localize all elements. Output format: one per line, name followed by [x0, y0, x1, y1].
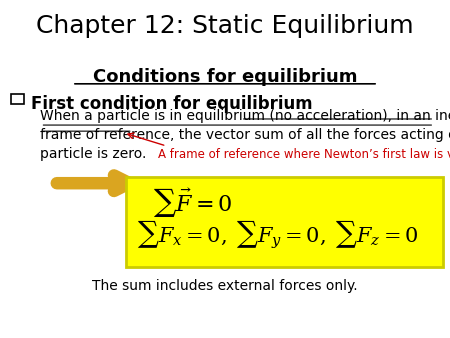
Text: The sum includes external forces only.: The sum includes external forces only.	[92, 279, 358, 293]
Text: When a particle is in equilibrium (no acceleration), in an inertial
frame of ref: When a particle is in equilibrium (no ac…	[40, 109, 450, 161]
Text: Conditions for equilibrium: Conditions for equilibrium	[93, 68, 357, 86]
Text: $\sum \vec{F} = 0$: $\sum \vec{F} = 0$	[153, 187, 233, 220]
FancyBboxPatch shape	[11, 94, 24, 104]
FancyBboxPatch shape	[126, 177, 443, 267]
Text: $\sum F_x = 0,\; \sum F_y = 0,\; \sum F_z = 0$: $\sum F_x = 0,\; \sum F_y = 0,\; \sum F_…	[137, 218, 418, 250]
Text: A frame of reference where Newton’s first law is valid: A frame of reference where Newton’s firs…	[158, 148, 450, 161]
Text: Chapter 12: Static Equilibrium: Chapter 12: Static Equilibrium	[36, 14, 414, 38]
Text: First condition for equilibrium: First condition for equilibrium	[31, 95, 312, 113]
